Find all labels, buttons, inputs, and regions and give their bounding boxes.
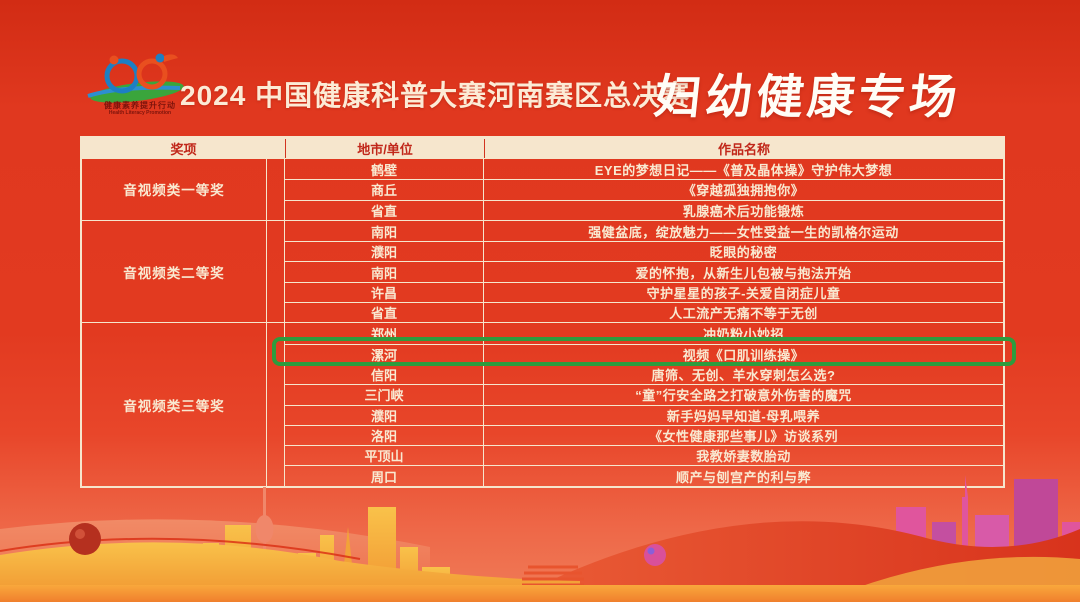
city-cell: 三门峡 — [285, 385, 484, 405]
column-gutter — [267, 159, 284, 220]
table-row: 洛阳 《女性健康那些事儿》访谈系列 — [285, 424, 1003, 446]
table-row: 信阳 唐筛、无创、羊水穿刺怎么选? — [285, 363, 1003, 385]
dark-sphere-highlight — [75, 529, 85, 539]
table-row: 省直 乳腺癌术后功能锻炼 — [285, 199, 1003, 220]
award-group: 音视频类三等奖 郑州 冲奶粉小妙招漯河 视频《口肌训练操》信阳 唐筛、无创、羊水穿刺怎么… — [82, 322, 1003, 486]
city-cell: 省直 — [285, 303, 484, 323]
work-title-cell: 新手妈妈早知道-母乳喂养 — [666, 408, 821, 424]
dark-sphere — [69, 523, 101, 555]
table-header-row: 奖项 地市/单位 作品名称 — [82, 138, 1003, 158]
group-rows: 郑州 冲奶粉小妙招漯河 视频《口肌训练操》信阳 唐筛、无创、羊水穿刺怎么选? 三门峡 “童… — [284, 323, 1003, 486]
work-title-cell: 《女性健康那些事儿》访谈系列 — [648, 429, 838, 444]
work-title-cell: 爱的怀抱，从新生儿包被与抱法开始 — [635, 265, 852, 281]
column-header: 奖项 — [82, 138, 286, 158]
city-cell: 洛阳 — [285, 425, 484, 446]
award-group: 音视频类一等奖 鹤壁 EYE的梦想日记——《普及晶体操》守护伟大梦想商丘 《穿越孤独拥… — [82, 158, 1003, 220]
award-group: 音视频类二等奖 南阳 强健盆底，绽放魅力——女性受益一生的凯格尔运动 濮阳 眨眼的秘密南… — [82, 219, 1003, 323]
work-title-cell: 视频《口肌训练操》 — [682, 347, 805, 363]
work-title-cell: 我教娇妻数胎动 — [696, 449, 791, 465]
award-category-cell: 音视频类一等奖 — [82, 159, 267, 220]
group-rows: 南阳 强健盆底，绽放魅力——女性受益一生的凯格尔运动 濮阳 眨眼的秘密 南阳 爱的怀抱，从… — [284, 220, 1003, 323]
table-row: 濮阳 新手妈妈早知道-母乳喂养 — [285, 404, 1003, 425]
city-cell: 省直 — [285, 200, 484, 220]
city-cell: 南阳 — [285, 220, 484, 242]
group-rows: 鹤壁 EYE的梦想日记——《普及晶体操》守护伟大梦想商丘 《穿越孤独拥抱你》省直 乳腺… — [284, 159, 1003, 220]
pink-sphere — [644, 544, 666, 566]
city-cell: 濮阳 — [285, 405, 484, 425]
page-subtitle: 妇幼健康专场 — [651, 70, 964, 123]
table-row: 许昌 守护星星的孩子-关爱自闭症儿童 — [285, 281, 1003, 303]
work-title-cell: 唐筛、无创、羊水穿刺怎么选? — [651, 368, 836, 384]
work-title-cell: 眨眼的秘密 — [709, 245, 778, 261]
table-row: 省直 人工流产无痛不等于无创 — [285, 302, 1003, 323]
red-wave-line — [0, 537, 361, 560]
table-row: 郑州 冲奶粉小妙招 — [285, 323, 1003, 344]
table-row: 商丘 《穿越孤独拥抱你》 — [285, 179, 1003, 200]
city-cell: 信阳 — [285, 364, 484, 385]
table-row: 南阳 强健盆底，绽放魅力——女性受益一生的凯格尔运动 — [285, 220, 1003, 242]
city-cell: 鹤壁 — [285, 159, 484, 180]
column-gutter — [267, 221, 284, 322]
city-cell: 商丘 — [285, 180, 484, 200]
work-title-cell: 冲奶粉小妙招 — [702, 327, 784, 343]
table-row: 周口 顺产与刨宫产的利与弊 — [285, 465, 1003, 486]
page-title: 2024 中国健康科普大赛河南赛区总决赛 — [180, 80, 691, 111]
work-title-cell: 人工流产无痛不等于无创 — [669, 306, 818, 322]
table-row: 三门峡 “童”行安全路之打破意外伤害的魔咒 — [285, 384, 1003, 405]
work-title-cell: 守护星星的孩子-关爱自闭症儿童 — [646, 285, 841, 301]
column-header: 地市/单位 — [286, 138, 485, 158]
city-cell: 郑州 — [285, 323, 484, 344]
city-cell: 许昌 — [285, 282, 484, 303]
work-title-cell: 《穿越孤独拥抱你》 — [682, 183, 805, 199]
table-body: 音视频类一等奖 鹤壁 EYE的梦想日记——《普及晶体操》守护伟大梦想商丘 《穿越孤独拥… — [82, 158, 1003, 486]
page-header: 健康素养提升行动 Health Literacy Promotion 2024 … — [0, 0, 1080, 136]
pink-sphere-highlight — [647, 547, 655, 555]
column-gutter — [267, 323, 284, 485]
awards-table: 奖项 地市/单位 作品名称 音视频类一等奖 鹤壁 EYE的梦想日记——《普及晶体操》守护… — [80, 136, 1005, 488]
work-title-cell: 强健盆底，绽放魅力——女性受益一生的凯格尔运动 — [588, 224, 899, 240]
city-cell: 平顶山 — [285, 446, 484, 466]
work-title-cell: “童”行安全路之打破意外伤害的魔咒 — [635, 388, 852, 404]
city-cell: 周口 — [285, 466, 484, 486]
logo-graphic-icon — [87, 53, 184, 103]
city-skyline-decoration — [0, 475, 1080, 602]
work-title-cell: EYE的梦想日记——《普及晶体操》守护伟大梦想 — [594, 162, 893, 178]
table-row-highlighted: 漯河 视频《口肌训练操》 — [285, 343, 1003, 364]
work-title-cell: 乳腺癌术后功能锻炼 — [682, 203, 805, 219]
work-title-cell: 顺产与刨宫产的利与弊 — [675, 469, 811, 485]
city-cell: 南阳 — [285, 262, 484, 282]
table-row: 鹤壁 EYE的梦想日记——《普及晶体操》守护伟大梦想 — [285, 159, 1003, 180]
table-row: 平顶山 我教娇妻数胎动 — [285, 445, 1003, 466]
bottom-band — [0, 585, 1080, 602]
award-category-cell: 音视频类二等奖 — [82, 220, 267, 323]
table-row: 濮阳 眨眼的秘密 — [285, 241, 1003, 262]
city-cell: 濮阳 — [285, 242, 484, 262]
column-header: 作品名称 — [717, 141, 770, 157]
logo-text: 健康素养提升行动 — [104, 101, 176, 110]
table-row: 南阳 爱的怀抱，从新生儿包被与抱法开始 — [285, 261, 1003, 282]
health-literacy-logo-icon: 健康素养提升行动 Health Literacy Promotion — [80, 52, 198, 126]
logo-subtext: Health Literacy Promotion — [108, 110, 172, 116]
award-category-cell: 音视频类三等奖 — [82, 323, 267, 486]
city-cell: 漯河 — [285, 344, 484, 364]
